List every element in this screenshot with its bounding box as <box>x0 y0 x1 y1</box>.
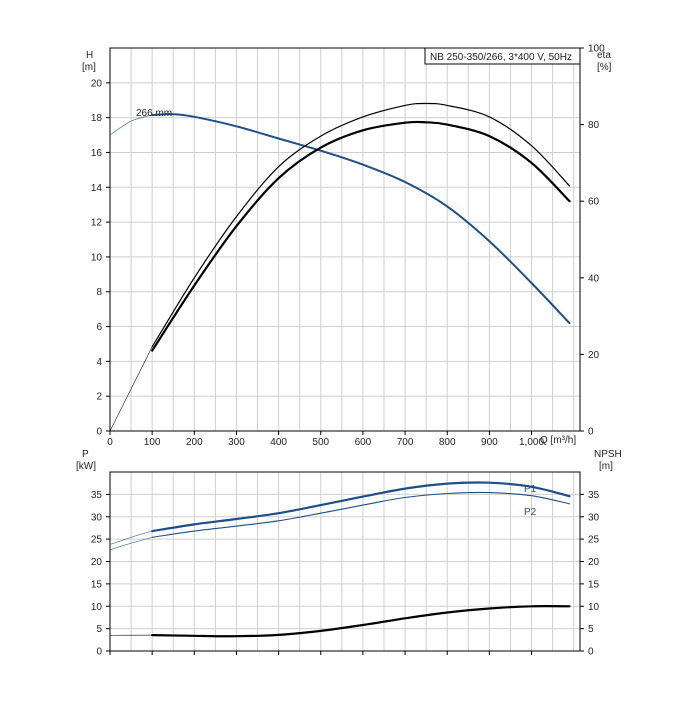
top-x-tick-label: 400 <box>270 437 287 448</box>
top-x-tick-label: 200 <box>186 437 203 448</box>
bottom-right-tick-label: 30 <box>588 512 600 523</box>
top-left-tick-label: 16 <box>91 148 103 159</box>
top-left-tick-label: 20 <box>91 78 103 89</box>
top-x-tick-label: 700 <box>397 437 414 448</box>
top-series-2-line <box>152 122 569 351</box>
bottom-series-2-line <box>152 606 569 636</box>
bottom-right-tick-label: 15 <box>588 579 600 590</box>
bottom-right-tick-label: 35 <box>588 490 600 501</box>
top-x-tick-label: 900 <box>481 437 498 448</box>
p-axis-unit: [kW] <box>76 461 96 472</box>
series-label-p1: P1 <box>524 484 537 495</box>
bottom-right-tick-label: 20 <box>588 557 600 568</box>
bottom-series-1-line <box>152 492 569 537</box>
top-x-tick-label: 300 <box>228 437 245 448</box>
top-x-tick-label: 100 <box>144 437 161 448</box>
bottom-right-tick-label: 0 <box>588 647 594 658</box>
bottom-left-tick-label: 0 <box>96 647 102 658</box>
bottom-left-tick-label: 30 <box>91 512 103 523</box>
top-left-tick-label: 14 <box>91 183 103 194</box>
bottom-right-tick-label: 25 <box>588 535 600 546</box>
top-left-tick-label: 10 <box>91 252 103 263</box>
top-x-tick-label: 800 <box>439 437 456 448</box>
bottom-left-tick-label: 20 <box>91 557 103 568</box>
eta-axis-unit: [%] <box>597 62 612 73</box>
top-left-tick-label: 8 <box>96 287 102 298</box>
top-x-tick-label: 500 <box>312 437 329 448</box>
npsh-axis-label: NPSH <box>594 449 622 460</box>
p-axis-label: P <box>82 449 89 460</box>
top-right-tick-label: 40 <box>588 273 600 284</box>
top-right-tick-label: 20 <box>588 350 600 361</box>
eta-axis-label: eta <box>597 50 611 61</box>
top-series-1-line <box>152 103 569 346</box>
top-left-tick-label: 2 <box>96 392 102 403</box>
top-x-tick-label: 600 <box>355 437 372 448</box>
top-plot-frame <box>110 48 580 431</box>
top-left-tick-label: 18 <box>91 113 103 124</box>
q-axis-label: Q [m³/h] <box>540 435 576 446</box>
top-right-tick-label: 60 <box>588 197 600 208</box>
power-npsh-panel: 0 5 10 15 20 25 30 35 0 5 10 15 20 25 30 35 <box>91 472 600 658</box>
top-right-tick-label: 80 <box>588 120 600 131</box>
npsh-axis-unit: [m] <box>599 461 613 472</box>
h-axis-unit: [m] <box>82 62 96 73</box>
series-label-p2: P2 <box>524 507 537 518</box>
bottom-left-tick-label: 15 <box>91 579 103 590</box>
top-left-tick-label: 12 <box>91 218 103 229</box>
bottom-left-tick-label: 10 <box>91 602 103 613</box>
chart-title: NB 250-350/266, 3*400 V, 50Hz <box>430 52 572 63</box>
top-right-tick-label: 0 <box>588 427 594 438</box>
h-axis-label: H <box>86 50 93 61</box>
bottom-left-tick-label: 35 <box>91 490 103 501</box>
top-left-tick-label: 0 <box>96 427 102 438</box>
top-left-tick-label: 6 <box>96 322 102 333</box>
bottom-right-tick-label: 10 <box>588 602 600 613</box>
curve-annotation-266mm: 266 mm <box>136 108 172 119</box>
top-left-tick-label: 4 <box>96 357 102 368</box>
top-x-tick-label: 0 <box>107 437 113 448</box>
bottom-series-0-line <box>152 483 569 532</box>
bottom-left-tick-label: 5 <box>96 624 102 635</box>
bottom-right-tick-label: 5 <box>588 624 594 635</box>
bottom-left-tick-label: 25 <box>91 535 103 546</box>
